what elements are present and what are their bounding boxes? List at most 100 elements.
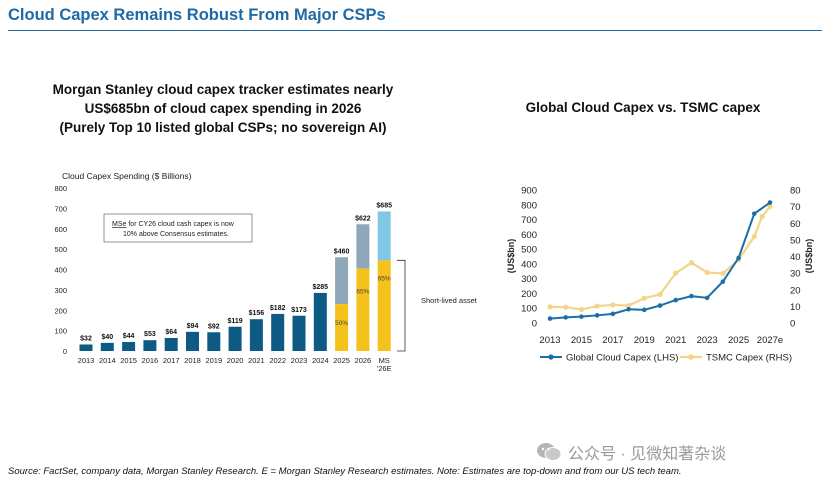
- bar-value-label: $622: [355, 215, 371, 222]
- tsmc-capex-point: [751, 233, 757, 240]
- tsmc-capex-point: [720, 270, 726, 277]
- bar-x-tick-label: 2025: [333, 356, 350, 365]
- right-y-tick-label: 50: [790, 235, 801, 246]
- cloud-capex-point: [736, 255, 741, 261]
- cloud-capex-line: [549, 201, 771, 320]
- bar-value-label: $119: [228, 318, 243, 325]
- bar-segment-long-lived: [335, 257, 349, 305]
- right-y-tick-label: 0: [790, 319, 795, 330]
- bar-y-tick-label: 200: [54, 306, 67, 315]
- source-footnote: Source: FactSet, company data, Morgan St…: [8, 466, 682, 477]
- right-y-tick-label: 20: [790, 285, 801, 296]
- bar-y-tick-label: 700: [54, 204, 67, 213]
- left-heading-line-1: Morgan Stanley cloud capex tracker estim…: [52, 82, 394, 97]
- bar-x-tick-label: 2024: [312, 356, 329, 365]
- legend-cloud-swatch-marker: [548, 354, 554, 360]
- bar-y-tick-label: 800: [54, 184, 67, 193]
- bar: [79, 344, 93, 351]
- left-heading-line-3: (Purely Top 10 listed global CSPs; no so…: [59, 120, 387, 135]
- cloud-capex-point: [720, 279, 726, 284]
- watermark-text: 公众号 · 见微知著杂谈: [568, 446, 727, 463]
- bar-segment-long-lived: [356, 224, 370, 269]
- annotation-text-line-1: MSe for CY26 cloud cash capex is now: [112, 221, 235, 228]
- tsmc-capex-point: [759, 214, 765, 220]
- bar-x-tick-label: '26E: [377, 364, 392, 373]
- bar: [292, 315, 306, 351]
- cloud-capex-point: [673, 297, 679, 303]
- bar: [228, 326, 242, 351]
- right-y-tick-label: 70: [790, 202, 801, 213]
- cloud-capex-point: [594, 313, 600, 318]
- bar-x-tick-label: 2015: [120, 356, 137, 365]
- bar-x-tick-label: 2019: [205, 356, 222, 365]
- bar-x-tick-label: 2020: [227, 356, 244, 365]
- bar-value-label: $32: [80, 335, 92, 342]
- tsmc-capex-point: [641, 295, 647, 301]
- annotation-underlined-text: MSe: [112, 221, 127, 228]
- x-tick-label: 2027e: [757, 335, 783, 346]
- cloud-capex-point: [563, 315, 569, 320]
- left-y-tick-label: 500: [521, 245, 537, 256]
- bracket-label-line-1: Short-lived asset: [421, 296, 478, 305]
- bar-x-tick-label: MS: [379, 356, 390, 365]
- bar-value-label: $460: [334, 248, 350, 255]
- short-lived-share-label: 65%: [378, 275, 391, 282]
- left-y-tick-label: 0: [532, 319, 537, 330]
- bar-value-label: $685: [376, 202, 392, 209]
- bar: [186, 331, 199, 351]
- bar-value-label: $44: [123, 333, 135, 340]
- left-y-tick-label: 100: [521, 304, 537, 315]
- left-heading-line-2: US$685bn of cloud capex spending in 2026: [84, 101, 362, 116]
- legend-cloud-label: Global Cloud Capex (LHS): [566, 353, 678, 364]
- left-y-tick-label: 400: [521, 259, 537, 270]
- left-y-tick-label: 300: [521, 274, 537, 285]
- short-lived-share-label: 50%: [335, 320, 348, 327]
- bar-x-tick-label: 2016: [142, 356, 159, 365]
- bar-value-label: $94: [187, 323, 199, 330]
- bar: [313, 292, 327, 351]
- bar-value-label: $64: [165, 329, 177, 336]
- tsmc-capex-line: [549, 205, 771, 311]
- right-y-tick-label: 60: [790, 219, 801, 230]
- bar: [249, 319, 263, 351]
- title-divider: [8, 30, 822, 31]
- bar-y-tick-label: 400: [54, 266, 67, 275]
- bar-y-tick-label: 0: [63, 347, 67, 356]
- bar: [122, 342, 136, 351]
- x-tick-label: 2025: [728, 335, 749, 346]
- bar-value-label: $53: [144, 331, 156, 338]
- bar-y-tick-label: 500: [54, 245, 67, 254]
- left-y-axis-label: (US$bn): [506, 239, 516, 274]
- tsmc-capex-point: [657, 291, 663, 298]
- tsmc-capex-point: [673, 270, 679, 276]
- bar-x-tick-label: 2026: [355, 356, 372, 365]
- page-title: Cloud Capex Remains Robust From Major CS…: [8, 6, 386, 24]
- right-y-tick-label: 80: [790, 186, 801, 197]
- short-lived-bracket: [397, 259, 406, 352]
- bar-segment-long-lived: [377, 211, 391, 261]
- legend-tsmc-label: TSMC Capex (RHS): [706, 353, 792, 364]
- tsmc-capex-point: [563, 304, 569, 310]
- tsmc-capex-point: [704, 269, 710, 276]
- cloud-capex-point: [767, 200, 773, 205]
- left-y-tick-label: 800: [521, 200, 537, 211]
- tsmc-capex-point: [594, 303, 600, 309]
- x-tick-label: 2013: [539, 335, 560, 346]
- legend-tsmc-swatch-marker: [688, 354, 694, 360]
- cloud-capex-point: [547, 316, 553, 321]
- bar-value-label: $182: [270, 305, 286, 312]
- cloud-capex-point: [751, 211, 757, 216]
- bar-x-tick-label: 2013: [78, 356, 95, 365]
- left-y-tick-label: 900: [521, 186, 537, 197]
- bar: [271, 313, 285, 351]
- cloud-capex-point: [689, 293, 694, 299]
- tsmc-capex-point: [547, 304, 553, 310]
- bar-y-tick-label: 100: [54, 327, 67, 336]
- bar: [143, 340, 157, 351]
- bar-segment-short-lived: [335, 304, 349, 351]
- bar-x-tick-label: 2022: [269, 356, 286, 365]
- bar: [207, 332, 221, 351]
- bar-value-label: $285: [313, 284, 329, 291]
- left-y-tick-label: 200: [521, 289, 537, 300]
